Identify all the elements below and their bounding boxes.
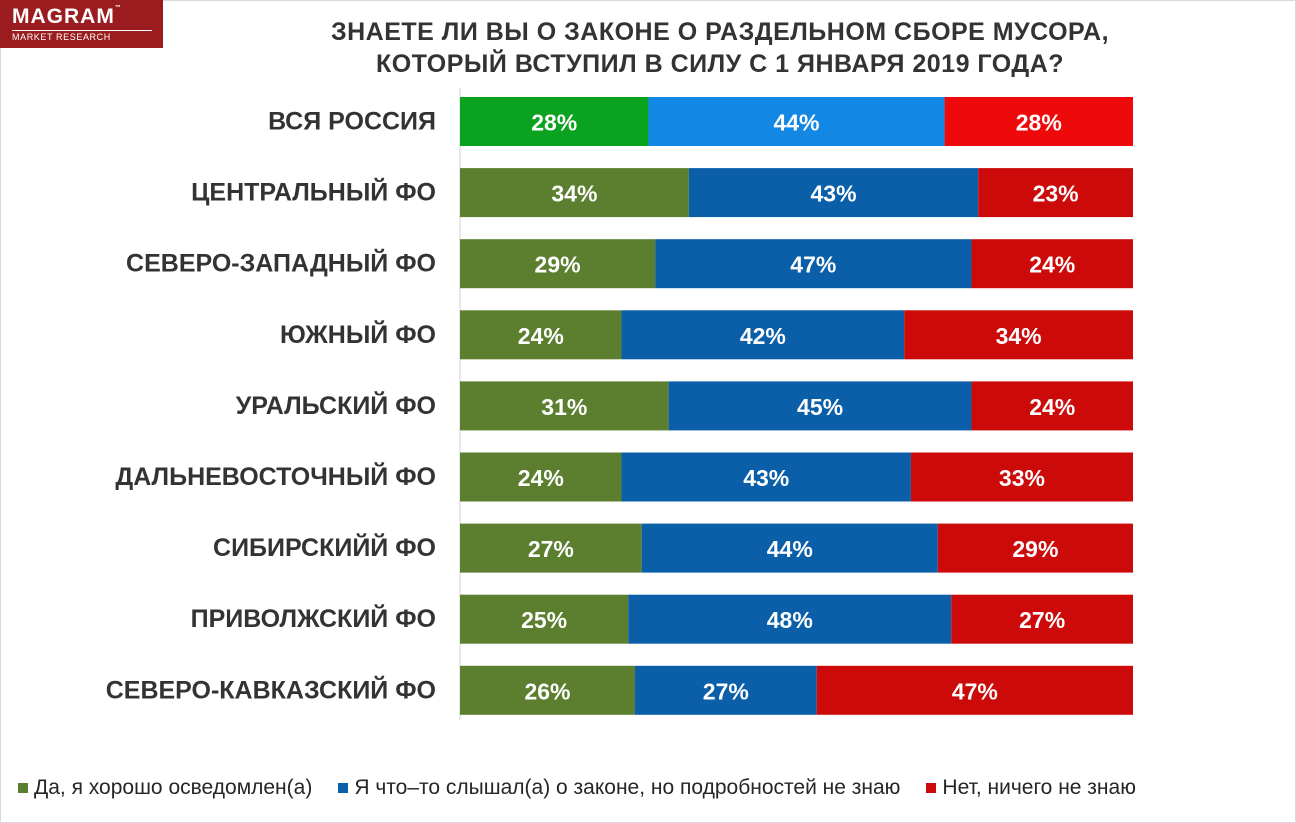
category-label: ДАЛЬНЕВОСТОЧНЫЙ ФО	[115, 461, 436, 491]
bar-segment-series-3	[951, 594, 1133, 644]
legend-swatch	[18, 783, 28, 793]
bar-segment-series-1	[460, 310, 622, 360]
bar-segment-series-2	[648, 97, 945, 146]
bar-segment-series-2	[634, 665, 817, 715]
bar-value-label: 33%	[999, 465, 1045, 491]
category-label: СЕВЕРО-ЗАПАДНЫЙ ФО	[126, 248, 436, 278]
bar-segment-series-2	[628, 594, 952, 644]
bar-value-label: 29%	[1012, 536, 1058, 562]
bar-value-label: 29%	[535, 252, 581, 278]
bar-value-label: 44%	[773, 110, 819, 136]
bar-value-label: 47%	[952, 678, 998, 704]
bar-segment-series-2	[621, 452, 911, 502]
bar-segment-series-2	[688, 168, 979, 218]
chart-legend: Да, я хорошо осведомлен(а) Я что–то слыша…	[18, 774, 1136, 802]
bar-value-label: 47%	[790, 252, 836, 278]
bar-value-label: 26%	[524, 678, 570, 704]
bar-value-label: 42%	[740, 323, 786, 349]
chart-title: ЗНАЕТЕ ЛИ ВЫ О ЗАКОНЕ О РАЗДЕЛЬНОМ СБОРЕ…	[240, 16, 1200, 80]
bar-value-label: 27%	[528, 536, 574, 562]
category-label: СИБИРСКИЙЙ ФО	[213, 532, 436, 562]
bar-value-label: 43%	[810, 181, 856, 207]
bar-segment-series-1	[460, 523, 642, 573]
bar-segment-series-3	[937, 523, 1133, 573]
bar-segment-series-3	[944, 97, 1133, 146]
logo-trademark: ™	[114, 5, 122, 11]
category-label: ЦЕНТРАЛЬНЫЙ ФО	[191, 177, 436, 207]
bar-segment-series-1	[460, 594, 629, 644]
bar-value-label: 48%	[767, 607, 813, 633]
bar-value-label: 34%	[551, 181, 597, 207]
bar-segment-series-3	[971, 381, 1133, 431]
bar-segment-series-1	[460, 452, 622, 502]
bar-value-label: 25%	[521, 607, 567, 633]
bar-value-label: 34%	[996, 323, 1042, 349]
legend-label: Я что–то слышал(а) о законе, но подробно…	[354, 776, 901, 799]
category-label: ВСЯ РОССИЯ	[268, 108, 436, 136]
legend-label: Да, я хорошо осведомлен(а)	[34, 776, 313, 799]
legend-item-series-1: Да, я хорошо осведомлен(а)	[18, 776, 312, 800]
category-label: СЕВЕРО-КАВКАЗСКИЙ ФО	[106, 674, 436, 704]
bar-segment-series-1	[460, 97, 649, 146]
chart-title-line-2: КОТОРЫЙ ВСТУПИЛ В СИЛУ С 1 ЯНВАРЯ 2019 Г…	[375, 50, 1065, 78]
bar-segment-series-1	[460, 665, 635, 715]
bar-value-label: 24%	[518, 465, 564, 491]
bar-segment-series-2	[621, 310, 905, 360]
bar-value-label: 44%	[767, 536, 813, 562]
bar-value-label: 23%	[1033, 181, 1079, 207]
logo-brand: MAGRAM	[12, 5, 115, 28]
category-label: УРАЛЬСКИЙ ФО	[236, 390, 436, 420]
bar-value-label: 45%	[797, 394, 843, 420]
bar-value-label: 27%	[703, 678, 749, 704]
category-label: ПРИВОЛЖСКИЙ ФО	[191, 603, 436, 633]
magram-logo: MAGRAM™ MARKET RESEARCH	[0, 0, 163, 48]
bar-value-label: 27%	[1019, 607, 1065, 633]
bar-value-label: 43%	[743, 465, 789, 491]
bar-value-label: 31%	[541, 394, 587, 420]
chart-title-line-1: ЗНАЕТЕ ЛИ ВЫ О ЗАКОНЕ О РАЗДЕЛЬНОМ СБОРЕ…	[330, 18, 1110, 46]
bar-value-label: 24%	[1029, 252, 1075, 278]
bar-segment-series-3	[978, 168, 1133, 218]
logo-divider	[12, 30, 152, 31]
bar-segment-series-3	[910, 452, 1133, 502]
bar-segment-series-1	[460, 381, 669, 431]
category-label: ЮЖНЫЙ ФО	[280, 319, 436, 349]
legend-item-series-3: Нет, ничего не знаю	[926, 776, 1136, 800]
bar-segment-series-2	[668, 381, 972, 431]
bar-segment-series-2	[641, 523, 938, 573]
bar-segment-series-3	[816, 665, 1133, 715]
bar-value-label: 24%	[1029, 394, 1075, 420]
bar-segment-series-1	[460, 168, 689, 218]
legend-swatch	[926, 783, 937, 793]
logo-subtitle: MARKET RESEARCH	[12, 32, 111, 42]
bar-value-label: 24%	[518, 323, 564, 349]
bar-segment-series-3	[904, 310, 1133, 360]
bar-segment-series-3	[971, 239, 1133, 289]
legend-swatch	[338, 783, 349, 793]
bar-segment-series-1	[460, 239, 656, 289]
bar-value-label: 28%	[531, 110, 577, 136]
bar-segment-series-2	[655, 239, 972, 289]
legend-label: Нет, ничего не знаю	[942, 776, 1136, 799]
legend-item-series-2: Я что–то слышал(а) о законе, но подробно…	[338, 776, 900, 800]
bar-value-label: 28%	[1016, 110, 1062, 136]
